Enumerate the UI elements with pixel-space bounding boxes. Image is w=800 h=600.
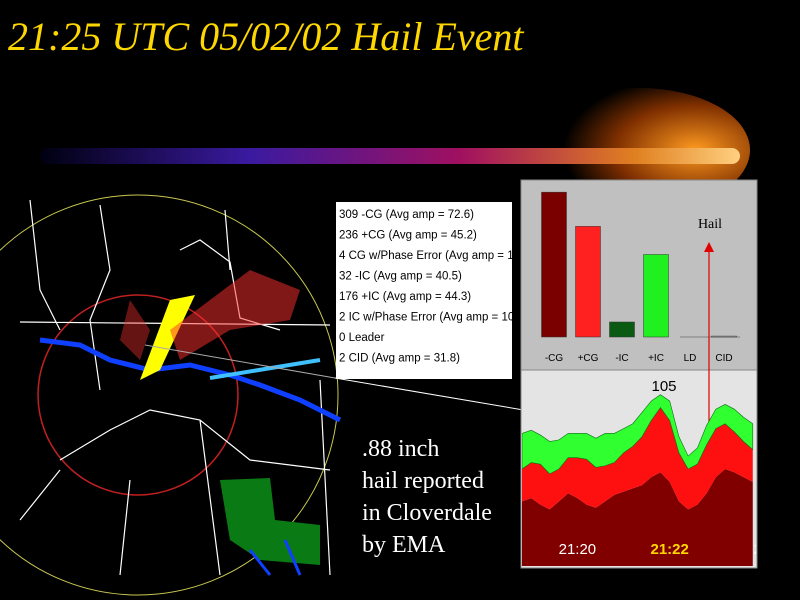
bar [711, 335, 737, 338]
stats-line: 2 CID (Avg amp = 31.8) [339, 353, 460, 365]
stats-line: 176 +IC (Avg amp = 44.3) [339, 291, 471, 303]
hail-label: Hail [698, 217, 722, 232]
connector [144, 344, 336, 379]
x-tick-label: 21:20 [559, 541, 597, 558]
stats-line: 309 -CG (Avg amp = 72.6) [339, 209, 474, 221]
slide-title: 21:25 UTC 05/02/02 Hail Event [8, 14, 524, 59]
x-tick-label: CID [715, 353, 732, 364]
annotation-line: .88 inch [362, 436, 439, 462]
annotation-line: hail reported [362, 468, 484, 494]
stats-box [336, 202, 512, 379]
peak-label: 105 [651, 378, 676, 395]
stats-line: 236 +CG (Avg amp = 45.2) [339, 230, 477, 242]
x-tick-label: 21:22 [651, 541, 689, 558]
radar-map [0, 194, 342, 596]
x-tick-label: +IC [648, 353, 664, 364]
area [522, 394, 754, 475]
area [522, 469, 753, 566]
x-tick-label: -IC [615, 353, 628, 364]
stats-list: 309 -CG (Avg amp = 72.6) 236 +CG (Avg amp… [339, 209, 526, 365]
annotation-line: in Cloverdale [362, 500, 492, 526]
bar [541, 191, 567, 338]
annotation-line: by EMA [362, 532, 446, 558]
stats-line: 0 Leader [339, 332, 385, 344]
bar [609, 321, 635, 338]
stats-line: 4 CG w/Phase Error (Avg amp = 101 [339, 250, 526, 262]
arrow-head [704, 242, 714, 252]
area [522, 407, 753, 510]
area-plot: 21:20 21:22 21 [522, 394, 771, 566]
bar [575, 226, 601, 338]
annotation: .88 inch hail reported in Cloverdale by EMA [362, 436, 492, 558]
bar [643, 254, 669, 338]
stats-line: 32 -IC (Avg amp = 40.5) [339, 271, 462, 283]
x-tick-label: LD [684, 353, 697, 364]
x-tick-label: +CG [578, 353, 599, 364]
x-tick-label: -CG [545, 353, 564, 364]
stats-line: 2 IC w/Phase Error (Avg amp = 107. [339, 312, 524, 324]
x-tick-label: 21 [754, 541, 771, 558]
streak [40, 148, 740, 164]
